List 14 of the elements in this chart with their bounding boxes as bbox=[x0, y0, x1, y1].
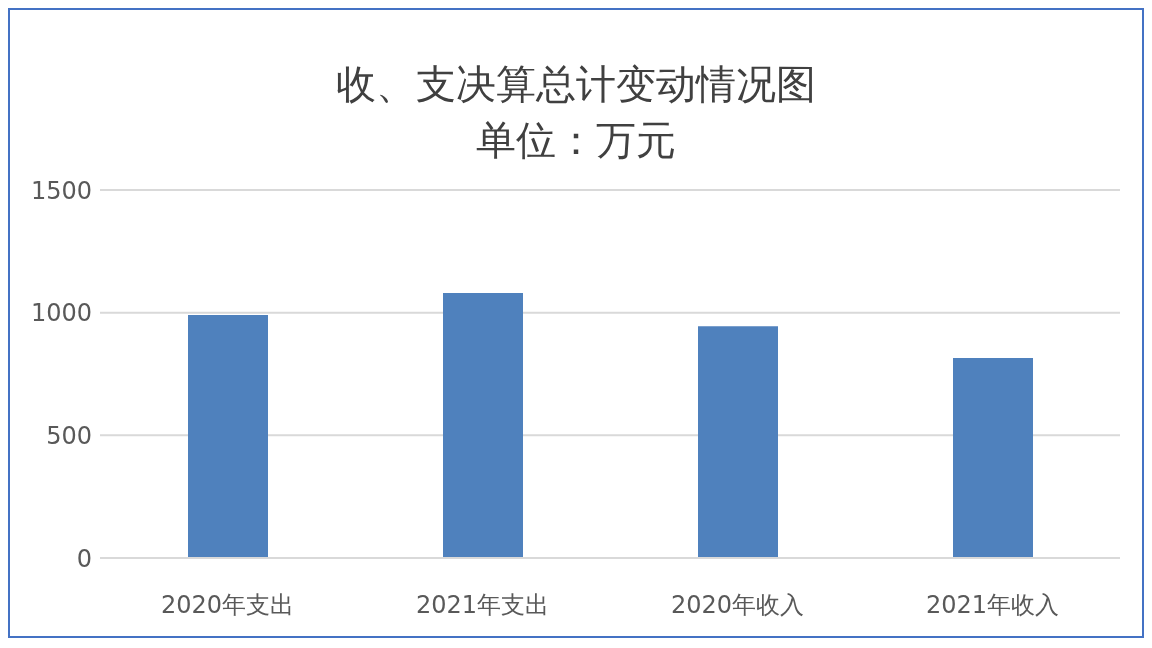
y-tick-label: 500 bbox=[46, 421, 92, 450]
bar bbox=[953, 358, 1033, 558]
bar bbox=[443, 293, 523, 558]
x-tick-label: 2020年收入 bbox=[670, 591, 805, 620]
y-tick-label: 1500 bbox=[30, 176, 92, 205]
chart-title: 收、支决算总计变动情况图 bbox=[335, 60, 817, 109]
x-tick-label: 2021年收入 bbox=[925, 591, 1060, 620]
x-tick-label: 2021年支出 bbox=[415, 591, 550, 620]
bar bbox=[188, 315, 268, 558]
bar bbox=[698, 326, 778, 558]
y-tick-label: 0 bbox=[76, 544, 92, 573]
chart-subtitle: 单位：万元 bbox=[475, 116, 677, 165]
y-tick-label: 1000 bbox=[30, 299, 92, 328]
x-tick-label: 2020年支出 bbox=[160, 591, 295, 620]
